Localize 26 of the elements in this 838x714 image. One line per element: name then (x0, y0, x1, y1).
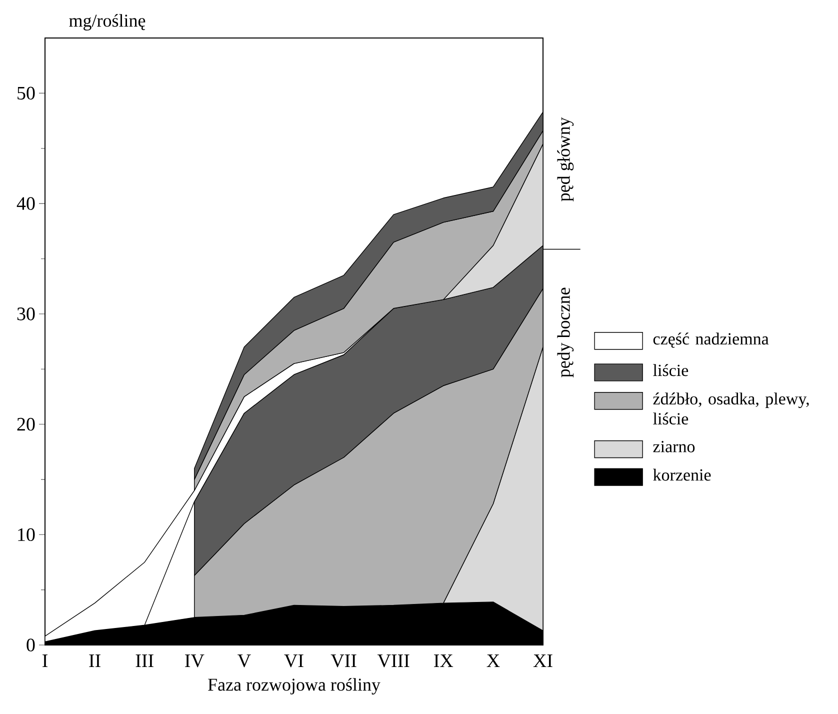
y-tick-label: 50 (18, 86, 35, 100)
y-tick-label: 30 (17, 307, 35, 320)
legend-label: część nadziemna (653, 332, 769, 348)
text: pęd główny (557, 117, 574, 202)
y-axis-title: mg/roślinę (69, 14, 146, 30)
x-tick-label: X (486, 654, 500, 667)
x-tick-label: VIII (377, 654, 410, 668)
x-tick-label: VI (284, 654, 304, 668)
x-tick-label: IV (185, 654, 204, 668)
x-tick-label: VII (330, 654, 356, 668)
y-tick-label: 0 (26, 638, 35, 652)
x-tick-label: II (89, 654, 100, 667)
y-tick-label: 40 (16, 197, 35, 210)
y-tick-label: 20 (17, 418, 35, 431)
x-tick-label: XI (533, 654, 552, 667)
legend-label: źdźbło, osadka, plewy, liście (653, 392, 809, 425)
y-tick-label: 10 (18, 528, 35, 542)
x-tick-label: IX (434, 654, 454, 667)
legend-label: ziarno (653, 440, 695, 452)
x-tick-label: I (42, 654, 48, 667)
x-axis-title: Faza rozwojowa rośliny (208, 678, 380, 694)
x-tick-label: III (136, 654, 154, 667)
legend-label: korzenie (653, 468, 711, 481)
legend-label: liście (653, 364, 688, 376)
x-tick-label: V (238, 654, 251, 668)
text: pędy boczne (557, 288, 574, 378)
